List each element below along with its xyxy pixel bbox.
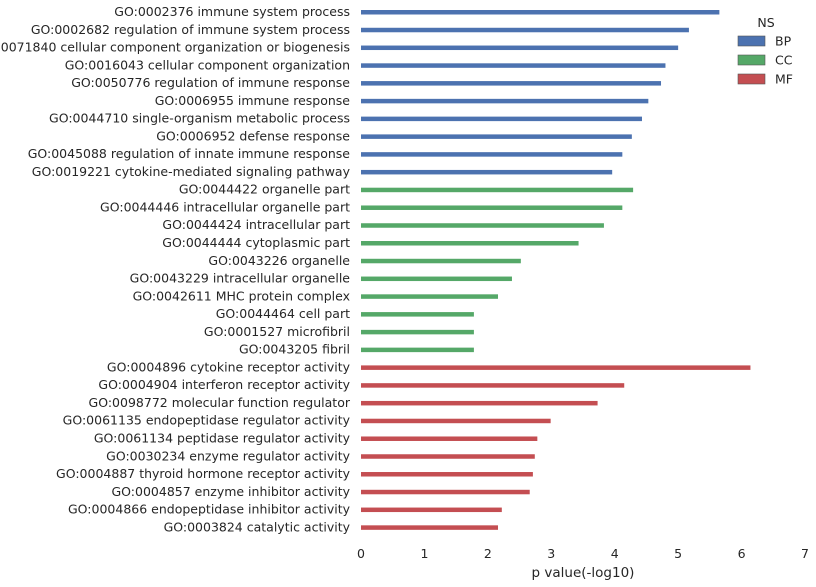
bar-mf: [361, 418, 551, 424]
category-label: GO:0043205 fibril: [239, 342, 350, 357]
bar-mf: [361, 507, 502, 513]
bar-cc: [361, 276, 512, 282]
legend-label-cc: CC: [775, 53, 793, 68]
category-label: GO:0043226 organelle: [208, 253, 350, 268]
category-label: GO:0071840 cellular component organizati…: [0, 40, 350, 55]
bar-bp: [361, 152, 623, 157]
category-labels-group: GO:0002376 immune system process GO:00026…: [0, 4, 351, 534]
bar-mf: [361, 436, 538, 441]
bar-cc: [361, 205, 623, 210]
bars-group: [361, 10, 751, 530]
x-tick-label: 6: [738, 546, 746, 561]
legend-label-mf: MF: [775, 72, 793, 87]
category-label: GO:0045088 regulation of innate immune r…: [28, 146, 351, 161]
x-axis-ticks-group: 0 1 2 3 4 5 6 7: [357, 546, 809, 561]
legend-swatch-mf: [737, 73, 766, 85]
bar-cc: [361, 258, 521, 264]
category-label: GO:0002376 immune system process: [114, 4, 350, 19]
category-label: GO:0003824 catalytic activity: [164, 519, 351, 534]
bar-bp: [361, 45, 679, 51]
legend-label-bp: BP: [775, 34, 792, 49]
bar-bp: [361, 116, 642, 122]
bar-bp: [361, 81, 662, 86]
bar-cc: [361, 241, 579, 246]
bar-bp: [361, 134, 632, 139]
bar-cc: [361, 223, 604, 228]
bar-mf: [361, 489, 530, 495]
x-tick-label: 1: [420, 546, 428, 561]
category-label: GO:0006952 defense response: [156, 128, 350, 143]
bar-bp: [361, 169, 613, 175]
category-label: GO:0016043 cellular component organizati…: [65, 57, 350, 72]
category-label: GO:0002682 regulation of immune system p…: [31, 22, 350, 37]
x-axis-label: p value(-log10): [532, 565, 635, 581]
legend-entries: BP CC MF: [737, 34, 793, 87]
x-tick-label: 0: [357, 546, 365, 561]
bar-bp: [361, 63, 666, 68]
category-label: GO:0001527 microfibril: [204, 324, 350, 339]
bar-cc: [361, 187, 634, 193]
category-label: GO:0044424 intracellular part: [162, 217, 350, 232]
bar-bp: [361, 10, 720, 15]
legend: NS BP CC MF: [737, 15, 793, 87]
category-label: GO:0004887 thyroid hormone receptor acti…: [56, 466, 351, 481]
x-tick-label: 2: [484, 546, 492, 561]
x-tick-label: 4: [611, 546, 619, 561]
bar-mf: [361, 400, 598, 406]
bar-mf: [361, 365, 751, 370]
category-label: GO:0098772 molecular function regulator: [89, 395, 351, 410]
bar-cc: [361, 329, 474, 335]
category-label: GO:0004896 cytokine receptor activity: [107, 359, 351, 374]
category-label: GO:0044444 cytoplasmic part: [162, 235, 350, 250]
category-label: GO:0042611 MHC protein complex: [133, 288, 350, 303]
bar-mf: [361, 454, 535, 459]
legend-swatch-cc: [737, 54, 766, 66]
bar-cc: [361, 347, 474, 353]
bar-cc: [361, 312, 474, 317]
category-label: GO:0004904 interferon receptor activity: [98, 377, 350, 392]
category-label: GO:0044422 organelle part: [179, 182, 350, 197]
bar-bp: [361, 27, 689, 33]
bar-mf: [361, 383, 625, 388]
category-label: GO:0030234 enzyme regulator activity: [106, 448, 350, 463]
category-label: GO:0006955 immune response: [155, 93, 351, 108]
category-label: GO:0044464 cell part: [216, 306, 350, 321]
category-label: GO:0004857 enzyme inhibitor activity: [111, 484, 350, 499]
x-tick-label: 3: [547, 546, 555, 561]
category-label: GO:0061135 endopeptidase regulator activ…: [63, 413, 351, 428]
x-tick-label: 7: [801, 546, 809, 561]
x-tick-label: 5: [674, 546, 682, 561]
category-label: GO:0044710 single-organism metabolic pro…: [49, 111, 350, 126]
bar-mf: [361, 472, 533, 477]
category-label: GO:0043229 intracellular organelle: [130, 271, 351, 286]
legend-title: NS: [757, 15, 774, 30]
legend-swatch-bp: [737, 35, 766, 47]
bar-cc: [361, 294, 499, 299]
bar-bp: [361, 98, 649, 104]
category-label: GO:0044446 intracellular organelle part: [100, 199, 350, 214]
bar-mf: [361, 525, 499, 530]
category-label: GO:0050776 regulation of immune response: [71, 75, 350, 90]
category-label: GO:0004866 endopeptidase inhibitor activ…: [68, 502, 351, 517]
category-label: GO:0061134 peptidase regulator activity: [94, 430, 351, 445]
category-label: GO:0019221 cytokine-mediated signaling p…: [32, 164, 351, 179]
